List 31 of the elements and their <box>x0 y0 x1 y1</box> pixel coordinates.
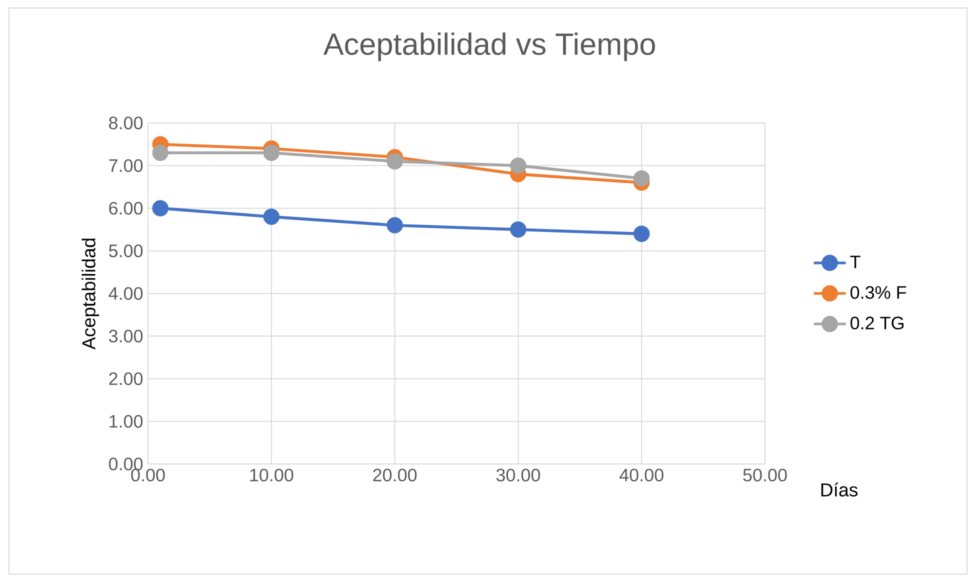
x-tick-label: 40.00 <box>619 468 664 482</box>
point <box>152 144 168 161</box>
y-tick-label: 6.00 <box>109 202 143 215</box>
point <box>152 200 168 216</box>
y-tick-label: 5.00 <box>108 244 143 258</box>
point <box>386 217 403 234</box>
y-tick-label: 1.00 <box>110 414 143 428</box>
x-tick-label: 0.00 <box>131 468 165 482</box>
point <box>633 226 650 242</box>
y-tick-label: 2.00 <box>109 372 143 386</box>
legend-label: 0.2 TG <box>850 316 904 330</box>
point <box>386 153 403 170</box>
y-tick-label: 8.00 <box>109 116 143 130</box>
point <box>263 208 280 225</box>
legend-label: T <box>850 256 860 268</box>
y-tick-label: 0.00 <box>108 458 143 470</box>
y-tick-label: 4.00 <box>108 287 143 300</box>
y-axis-title: Aceptabilidad <box>82 238 100 350</box>
y-tick-label: 7.00 <box>109 159 143 172</box>
x-tick-label: 20.00 <box>373 468 417 482</box>
x-tick-label: 30.00 <box>496 468 540 482</box>
point <box>263 144 280 161</box>
point <box>633 170 650 187</box>
y-tick-label: 3.00 <box>108 330 143 342</box>
x-tick-label: 50.00 <box>743 468 787 482</box>
point <box>510 221 526 238</box>
x-axis-title: Días <box>821 482 858 497</box>
x-tick-label: 10.00 <box>250 468 294 482</box>
point <box>510 157 526 174</box>
chart-title: Aceptabilidad vs Tiempo <box>323 32 655 62</box>
legend-label: 0.3% F <box>850 286 906 299</box>
